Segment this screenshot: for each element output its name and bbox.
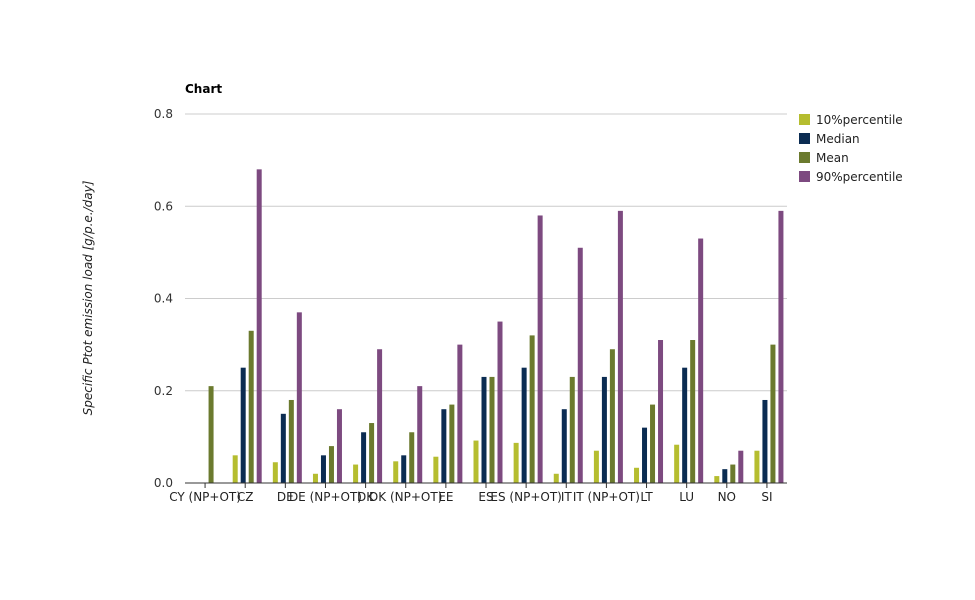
bar-mean bbox=[449, 404, 455, 483]
x-tick-label: CY (NP+OT) bbox=[169, 490, 241, 504]
bar-90-percentile bbox=[698, 238, 704, 483]
bar-90-percentile bbox=[577, 247, 583, 483]
bar-median bbox=[521, 367, 527, 483]
bar-90-percentile bbox=[658, 340, 664, 483]
x-tick-label: SI bbox=[761, 490, 772, 504]
legend-label: 90%percentile bbox=[816, 170, 903, 184]
bar-median bbox=[722, 469, 728, 483]
bar-median bbox=[481, 376, 487, 483]
x-tick-label: DK (NP+OT) bbox=[369, 490, 442, 504]
bar-90-percentile bbox=[778, 210, 784, 484]
y-tick-label: 0.8 bbox=[154, 107, 173, 121]
y-tick-label: 0.0 bbox=[154, 476, 173, 490]
bar-10-percentile bbox=[393, 461, 399, 483]
x-tick-label: DK bbox=[357, 490, 375, 504]
bar-mean bbox=[489, 376, 495, 483]
bar-median bbox=[401, 455, 407, 483]
bar-mean bbox=[569, 376, 575, 483]
bar-10-percentile bbox=[473, 440, 479, 483]
legend-label: Mean bbox=[816, 151, 849, 165]
bar-10-percentile bbox=[232, 455, 238, 483]
bar-10-percentile bbox=[674, 444, 680, 483]
x-tick-label: DE (NP+OT) bbox=[289, 490, 362, 504]
bar-90-percentile bbox=[497, 321, 503, 483]
x-tick-label: DE bbox=[277, 490, 294, 504]
x-tick-label: ES bbox=[478, 490, 493, 504]
x-tick-label: LT bbox=[640, 490, 653, 504]
legend-swatch bbox=[799, 114, 810, 125]
y-tick-label: 0.6 bbox=[154, 199, 173, 213]
x-tick-label: NO bbox=[718, 490, 736, 504]
bar-90-percentile bbox=[296, 312, 302, 483]
x-tick-label: ES (NP+OT) bbox=[490, 490, 561, 504]
legend-label: Median bbox=[816, 132, 860, 146]
bar-mean bbox=[409, 432, 415, 483]
x-tick-label: EE bbox=[438, 490, 453, 504]
legend: 10%percentile Median Mean 90%percentile bbox=[799, 113, 903, 184]
bar-mean bbox=[208, 386, 214, 483]
bar-median bbox=[642, 427, 648, 483]
bar-median bbox=[361, 432, 367, 483]
bar-10-percentile bbox=[754, 450, 760, 483]
y-axis-label: Specific Ptot emission load [g/p.e./day] bbox=[81, 180, 95, 415]
x-tick-label: LU bbox=[679, 490, 694, 504]
bar-10-percentile bbox=[513, 442, 519, 483]
bar-median bbox=[320, 455, 326, 483]
bar-10-percentile bbox=[312, 473, 318, 483]
bar-10-percentile bbox=[593, 450, 599, 483]
bar-mean bbox=[770, 344, 776, 483]
bar-median bbox=[280, 413, 286, 483]
legend-swatch bbox=[799, 171, 810, 182]
bar-90-percentile bbox=[738, 450, 744, 483]
legend-swatch bbox=[799, 152, 810, 163]
x-tick-label: CZ bbox=[237, 490, 254, 504]
bar-10-percentile bbox=[714, 476, 720, 483]
bar-90-percentile bbox=[617, 210, 623, 484]
bar-median bbox=[441, 409, 447, 483]
y-tick-label: 0.4 bbox=[154, 292, 173, 306]
gridlines bbox=[185, 113, 787, 392]
bar-mean bbox=[650, 404, 656, 483]
legend-label: 10%percentile bbox=[816, 113, 903, 127]
bar-median bbox=[561, 409, 567, 483]
bar-mean bbox=[369, 423, 375, 483]
x-tick-label: IT bbox=[561, 490, 573, 504]
bar-mean bbox=[609, 349, 615, 483]
bar-90-percentile bbox=[417, 386, 423, 483]
bar-mean bbox=[730, 464, 736, 483]
bar-median bbox=[240, 367, 246, 483]
bar-10-percentile bbox=[634, 467, 640, 483]
bar-mean bbox=[328, 446, 334, 483]
bar-90-percentile bbox=[377, 349, 383, 483]
bar-median bbox=[601, 376, 607, 483]
bar-median bbox=[762, 399, 768, 483]
bar-10-percentile bbox=[433, 456, 439, 483]
bar-mean bbox=[288, 399, 294, 483]
bar-90-percentile bbox=[256, 169, 262, 483]
bar-10-percentile bbox=[353, 464, 359, 483]
chart-title: Chart bbox=[185, 82, 222, 96]
bar-mean bbox=[529, 335, 535, 483]
bar-median bbox=[682, 367, 688, 483]
y-tick-label: 0.2 bbox=[154, 384, 173, 398]
legend-swatch bbox=[799, 133, 810, 144]
bar-mean bbox=[690, 340, 696, 483]
bar-90-percentile bbox=[537, 215, 543, 483]
bar-90-percentile bbox=[457, 344, 463, 483]
bar-10-percentile bbox=[553, 473, 559, 483]
bar-mean bbox=[248, 330, 254, 483]
bars bbox=[208, 169, 784, 484]
bar-10-percentile bbox=[272, 462, 278, 483]
bar-90-percentile bbox=[336, 409, 342, 483]
x-tick-label: IT (NP+OT) bbox=[573, 490, 640, 504]
